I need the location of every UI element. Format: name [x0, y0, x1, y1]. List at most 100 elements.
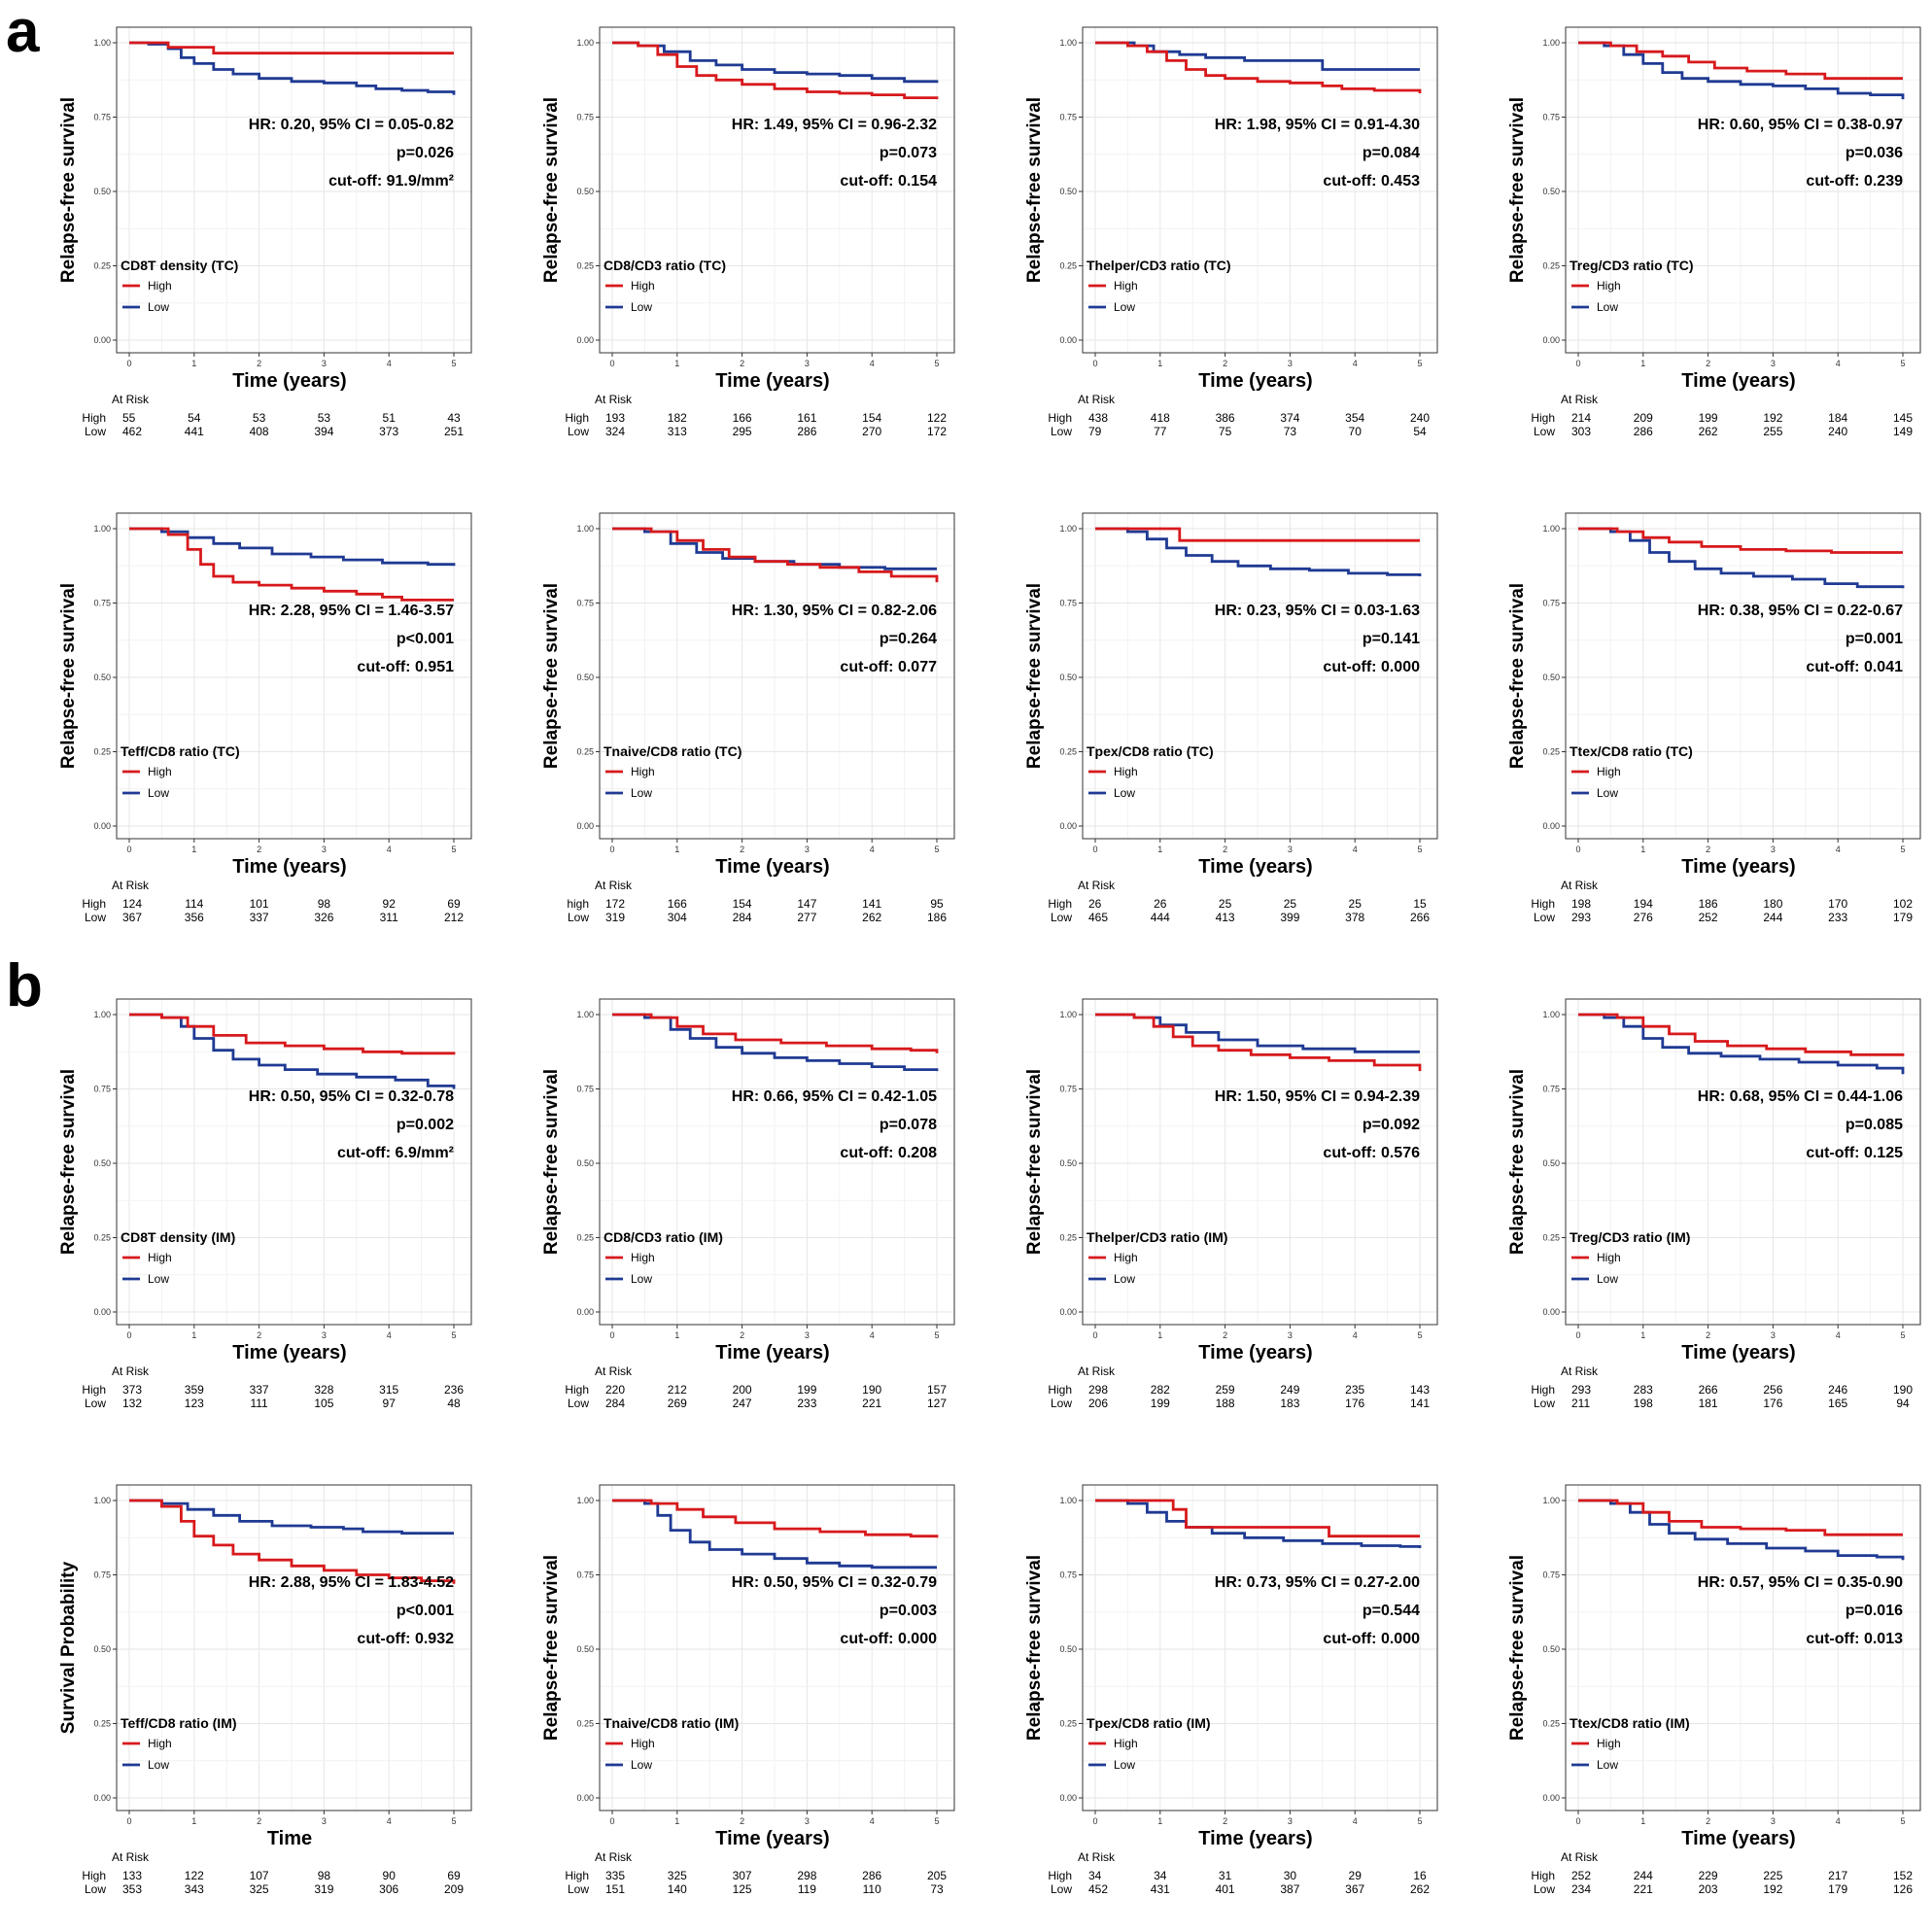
risk-table-title: At Risk: [112, 1364, 150, 1378]
plot-frame: [116, 998, 472, 1326]
x-tick-label: 3: [805, 359, 810, 368]
x-axis-label: Time (years): [1198, 1342, 1312, 1363]
risk-table-title: At Risk: [112, 879, 150, 892]
cutoff-text: cut-off: 0.000: [1323, 1631, 1420, 1647]
risk-count: 161: [797, 411, 816, 425]
risk-count: 240: [1828, 425, 1847, 438]
risk-count: 145: [1893, 411, 1913, 425]
risk-count: 179: [1893, 911, 1913, 924]
y-tick-label: 0.75: [576, 1570, 594, 1580]
risk-count: 54: [1413, 425, 1427, 438]
x-tick-label: 1: [191, 845, 196, 854]
y-axis-label: Relapse-free survival: [541, 1069, 562, 1255]
risk-count: 244: [1763, 911, 1782, 924]
risk-count: 367: [1345, 1882, 1364, 1896]
risk-table-title: At Risk: [1561, 393, 1599, 406]
risk-count: 186: [927, 911, 947, 924]
risk-count: 51: [383, 411, 397, 425]
risk-count: 306: [379, 1882, 398, 1896]
plot-frame: [1565, 512, 1921, 840]
x-tick-label: 4: [870, 845, 875, 854]
survival-curve-low: [129, 41, 456, 95]
y-tick-label: 0.75: [1542, 1085, 1560, 1094]
x-tick-label: 3: [322, 1330, 327, 1340]
hazard-ratio-text: HR: 1.30, 95% CI = 0.82-2.06: [732, 603, 937, 619]
x-tick-label: 0: [609, 845, 614, 854]
survival-curve-high: [612, 527, 939, 583]
y-tick-label: 0.25: [576, 1233, 594, 1243]
y-tick-label: 0.25: [1059, 261, 1077, 271]
x-tick-label: 3: [322, 1816, 327, 1826]
hazard-ratio-text: HR: 0.50, 95% CI = 0.32-0.78: [249, 1088, 454, 1105]
risk-row-label: High: [82, 1869, 106, 1882]
x-tick-label: 2: [1706, 845, 1710, 854]
x-tick-label: 1: [1157, 1816, 1162, 1826]
risk-count: 53: [318, 411, 331, 425]
x-axis-label: Time (years): [232, 1342, 346, 1363]
y-tick-label: 0.25: [576, 747, 594, 757]
survival-curve-high: [1578, 527, 1903, 554]
x-tick-label: 4: [387, 359, 392, 368]
y-tick-label: 1.00: [576, 1496, 594, 1505]
risk-count: 90: [383, 1869, 397, 1882]
cutoff-text: cut-off: 0.932: [357, 1631, 454, 1647]
risk-count: 249: [1280, 1383, 1299, 1397]
y-tick-label: 1.00: [93, 1496, 111, 1505]
risk-count: 387: [1280, 1882, 1299, 1896]
risk-row-label: High: [82, 1383, 106, 1397]
risk-table-title: At Risk: [595, 1364, 633, 1378]
risk-count: 107: [250, 1869, 269, 1882]
risk-count: 16: [1413, 1869, 1427, 1882]
x-tick-label: 1: [674, 1816, 679, 1826]
risk-count: 233: [797, 1397, 816, 1410]
p-value-text: p=0.016: [1846, 1603, 1903, 1619]
risk-count: 25: [1284, 897, 1297, 911]
risk-count: 283: [1634, 1383, 1653, 1397]
x-tick-label: 2: [740, 1816, 744, 1826]
y-tick-label: 1.00: [576, 38, 594, 48]
x-tick-label: 5: [934, 359, 939, 368]
y-tick-label: 0.00: [93, 821, 111, 831]
p-value-text: p=0.026: [397, 145, 454, 161]
risk-row-label: High: [565, 411, 589, 425]
survival-curve-high: [1095, 41, 1422, 93]
y-tick-label: 1.00: [1542, 1496, 1560, 1505]
p-value-text: p=0.141: [1363, 631, 1420, 647]
x-tick-label: 0: [1092, 1816, 1097, 1826]
y-tick-label: 0.75: [576, 1085, 594, 1094]
risk-count: 295: [733, 425, 752, 438]
risk-count: 319: [605, 911, 625, 924]
y-tick-label: 0.50: [1542, 673, 1560, 682]
risk-count: 188: [1216, 1397, 1235, 1410]
risk-count: 277: [797, 911, 816, 924]
risk-table-title: At Risk: [1561, 879, 1599, 892]
section-label-a: a: [6, 0, 40, 65]
hazard-ratio-text: HR: 0.50, 95% CI = 0.32-0.79: [732, 1574, 937, 1591]
y-tick-label: 0.00: [576, 1307, 594, 1317]
risk-count: 101: [250, 897, 269, 911]
risk-count: 77: [1154, 425, 1167, 438]
risk-row-label: Low: [85, 1397, 106, 1410]
x-tick-label: 2: [740, 845, 744, 854]
x-tick-label: 0: [1575, 845, 1580, 854]
risk-count: 286: [797, 425, 816, 438]
risk-count: 43: [447, 411, 461, 425]
risk-count: 200: [733, 1383, 752, 1397]
x-tick-label: 1: [191, 359, 196, 368]
x-tick-label: 5: [1900, 1816, 1905, 1826]
risk-count: 198: [1634, 1397, 1653, 1410]
x-tick-label: 3: [805, 1816, 810, 1826]
risk-count: 70: [1349, 425, 1363, 438]
risk-count: 105: [314, 1397, 333, 1410]
legend-item-low: Low: [631, 1758, 652, 1772]
legend-item-high: High: [148, 1251, 172, 1264]
km-panel: 0 1 2 3 4 5 0.00 0.25 0.50 0.75 1.00 Relapse-free s…: [483, 0, 966, 474]
risk-row-label: High: [1048, 1383, 1072, 1397]
risk-count: 147: [797, 897, 816, 911]
cutoff-text: cut-off: 0.239: [1806, 173, 1903, 190]
y-tick-label: 0.00: [93, 1307, 111, 1317]
